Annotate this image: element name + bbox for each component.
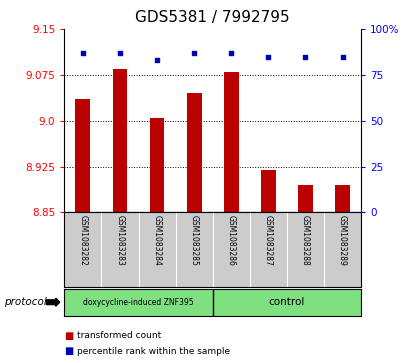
Text: ■: ■ <box>64 346 73 356</box>
Text: percentile rank within the sample: percentile rank within the sample <box>77 347 230 356</box>
Text: GSM1083289: GSM1083289 <box>338 215 347 265</box>
Text: control: control <box>269 297 305 307</box>
Point <box>265 54 272 60</box>
Text: GSM1083288: GSM1083288 <box>301 215 310 265</box>
Point <box>339 54 346 60</box>
Point <box>117 50 123 56</box>
Bar <box>150 118 164 212</box>
Title: GDS5381 / 7992795: GDS5381 / 7992795 <box>135 10 290 25</box>
Text: transformed count: transformed count <box>77 331 161 340</box>
Text: GSM1083283: GSM1083283 <box>115 215 124 265</box>
Bar <box>335 185 350 212</box>
Point <box>154 57 160 63</box>
Text: protocol: protocol <box>4 297 47 307</box>
Text: GSM1083285: GSM1083285 <box>190 215 199 265</box>
Text: GSM1083282: GSM1083282 <box>78 215 88 265</box>
Bar <box>224 72 239 212</box>
Point <box>302 54 309 60</box>
Bar <box>112 69 127 212</box>
Bar <box>76 99 90 212</box>
Text: ■: ■ <box>64 331 73 341</box>
Point <box>191 50 198 56</box>
Point <box>80 50 86 56</box>
Text: GSM1083284: GSM1083284 <box>153 215 161 265</box>
Bar <box>298 185 313 212</box>
Point <box>228 50 234 56</box>
Text: doxycycline-induced ZNF395: doxycycline-induced ZNF395 <box>83 298 194 307</box>
Text: GSM1083287: GSM1083287 <box>264 215 273 265</box>
Bar <box>187 93 202 212</box>
Text: GSM1083286: GSM1083286 <box>227 215 236 265</box>
Bar <box>261 170 276 212</box>
